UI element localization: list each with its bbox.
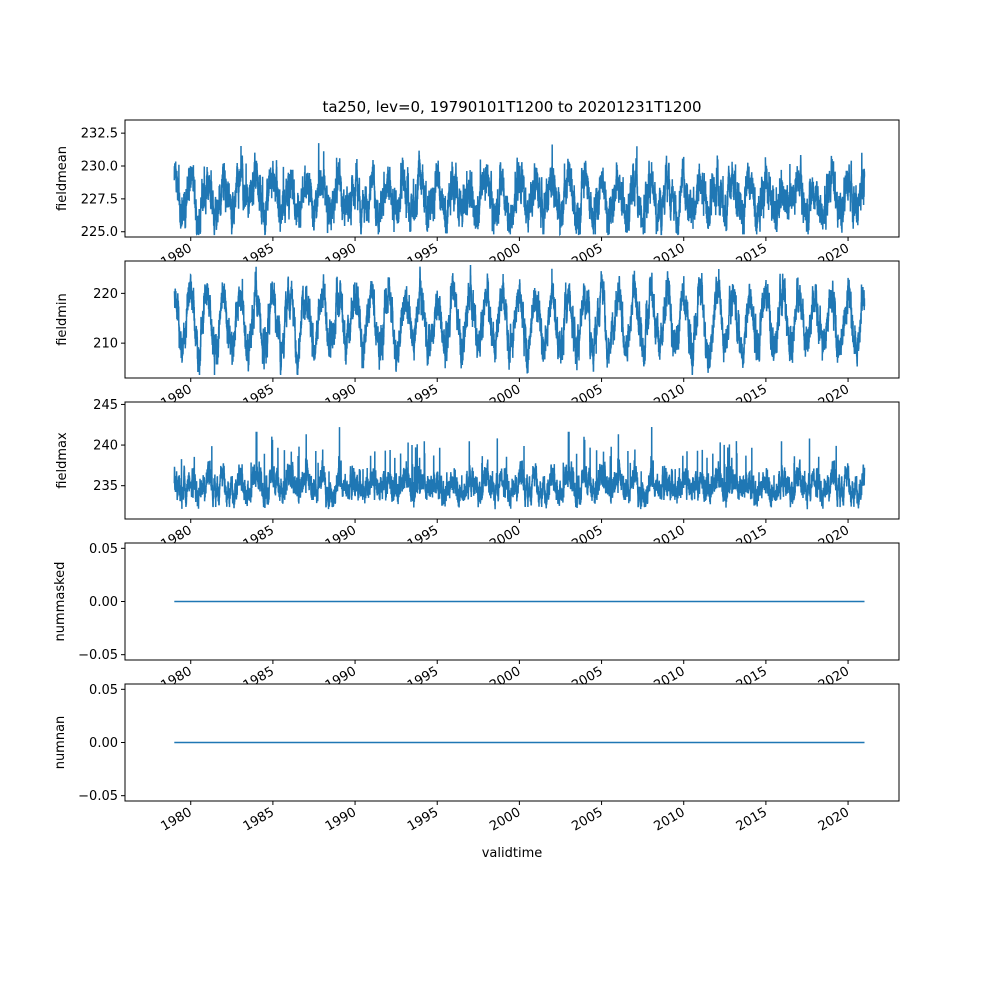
y-tick-label: 227.5 (81, 192, 118, 207)
y-tick-label: 0.00 (89, 595, 118, 610)
x-axis-label: validtime (482, 846, 543, 861)
y-tick-label: 220 (93, 287, 118, 302)
plot-area (125, 402, 899, 519)
axes-frame (124, 260, 900, 379)
series-line-fieldmin (173, 264, 866, 376)
y-tick-label: −0.05 (78, 789, 118, 804)
y-tick-label: 210 (93, 337, 118, 352)
y-tick-label: 0.00 (89, 736, 118, 751)
y-tick-label: 232.5 (81, 127, 118, 142)
chart-title: ta250, lev=0, 19790101T1200 to 20201231T… (322, 98, 701, 116)
y-axis-label: numnan (53, 716, 68, 770)
y-axis-label: fieldmean (55, 146, 70, 211)
series-line-fieldmax (173, 426, 866, 510)
y-tick-label: 240 (93, 439, 118, 454)
y-axis-label: fieldmin (55, 293, 70, 346)
y-tick-label: 225.0 (81, 225, 118, 240)
axes-frame (124, 119, 900, 238)
axes-frame (124, 401, 900, 520)
y-tick-label: 235 (93, 479, 118, 494)
y-tick-label: 245 (93, 398, 118, 413)
y-tick-label: 230.0 (81, 160, 118, 175)
y-axis-label: nummasked (53, 562, 68, 642)
y-tick-label: −0.05 (78, 648, 118, 663)
y-axis-label: fieldmax (55, 432, 70, 489)
series-line-fieldmean (173, 143, 866, 237)
y-tick-label: 0.05 (89, 542, 118, 557)
y-tick-label: 0.05 (89, 683, 118, 698)
